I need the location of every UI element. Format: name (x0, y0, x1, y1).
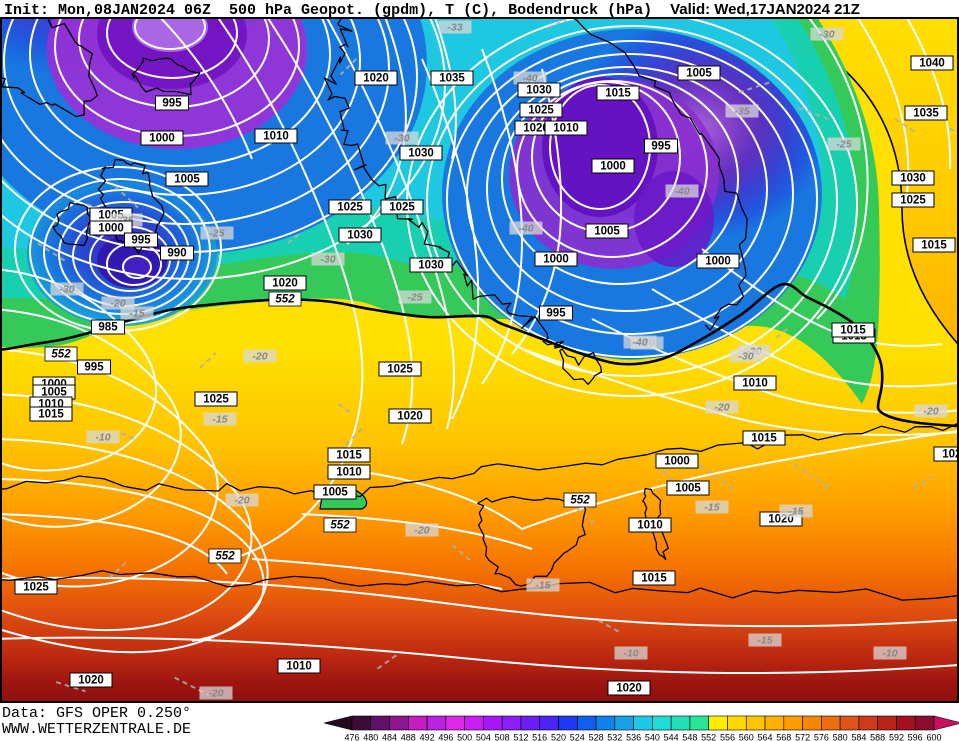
svg-text:504: 504 (476, 733, 491, 741)
svg-text:560: 560 (739, 733, 754, 741)
svg-text:576: 576 (814, 733, 829, 741)
svg-text:500: 500 (457, 733, 472, 741)
svg-text:484: 484 (382, 733, 397, 741)
svg-text:536: 536 (626, 733, 641, 741)
svg-text:580: 580 (833, 733, 848, 741)
svg-text:508: 508 (495, 733, 510, 741)
svg-text:476: 476 (344, 733, 359, 741)
svg-text:532: 532 (607, 733, 622, 741)
svg-text:556: 556 (720, 733, 735, 741)
svg-text:512: 512 (513, 733, 528, 741)
svg-text:592: 592 (889, 733, 904, 741)
svg-text:516: 516 (532, 733, 547, 741)
svg-text:596: 596 (908, 733, 923, 741)
svg-text:588: 588 (870, 733, 885, 741)
svg-text:564: 564 (757, 733, 772, 741)
svg-text:552: 552 (701, 733, 716, 741)
svg-text:600: 600 (926, 733, 941, 741)
svg-text:572: 572 (795, 733, 810, 741)
svg-text:528: 528 (589, 733, 604, 741)
svg-text:496: 496 (438, 733, 453, 741)
svg-text:568: 568 (776, 733, 791, 741)
svg-text:520: 520 (551, 733, 566, 741)
svg-text:480: 480 (363, 733, 378, 741)
svg-text:540: 540 (645, 733, 660, 741)
svg-text:492: 492 (420, 733, 435, 741)
svg-text:584: 584 (851, 733, 866, 741)
svg-text:488: 488 (401, 733, 416, 741)
svg-text:524: 524 (570, 733, 585, 741)
svg-text:548: 548 (682, 733, 697, 741)
svg-text:544: 544 (664, 733, 679, 741)
